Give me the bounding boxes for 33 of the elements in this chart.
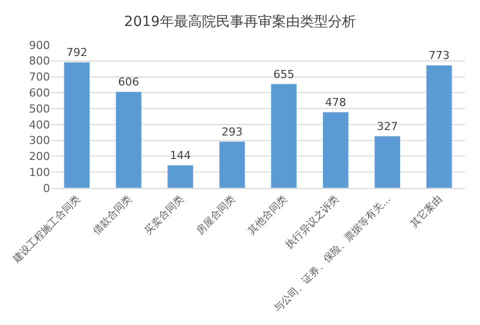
x-tick-label: 其它案由 <box>408 193 445 230</box>
bar <box>115 91 142 188</box>
x-tick-label: 其他合同类 <box>246 193 290 238</box>
data-label: 606 <box>118 76 140 89</box>
data-label: 773 <box>428 49 450 62</box>
bar <box>218 141 246 188</box>
y-tick-label: 400 <box>29 118 50 132</box>
bar <box>167 164 194 188</box>
y-tick-label: 800 <box>29 54 50 68</box>
x-tick-label: 建设工程施工合同类 <box>10 193 83 266</box>
y-tick-label: 0 <box>43 182 50 195</box>
bar <box>322 112 349 188</box>
x-tick-label: 房屋合同类 <box>194 193 238 238</box>
data-label: 144 <box>170 149 191 162</box>
bar <box>270 84 298 188</box>
data-label: 792 <box>66 46 88 60</box>
data-label: 293 <box>222 125 243 138</box>
x-tick-label: 买卖合同类 <box>142 193 186 238</box>
y-tick-label: 700 <box>29 70 50 84</box>
y-tick-label: 600 <box>29 86 50 100</box>
y-tick-label: 300 <box>29 134 50 148</box>
chart-title: 2019年最高院民事再审案由类型分析 <box>124 13 356 30</box>
y-tick-label: 900 <box>29 38 50 52</box>
bar <box>426 64 452 188</box>
bar <box>64 62 90 188</box>
bar <box>374 136 401 188</box>
y-tick-label: 100 <box>29 166 50 179</box>
data-label: 478 <box>325 96 346 110</box>
x-tick-label: 借款合同类 <box>90 193 134 238</box>
data-label: 327 <box>376 120 398 134</box>
y-tick-label: 200 <box>29 150 50 164</box>
y-tick-label: 500 <box>29 102 50 116</box>
data-label: 655 <box>273 68 294 81</box>
